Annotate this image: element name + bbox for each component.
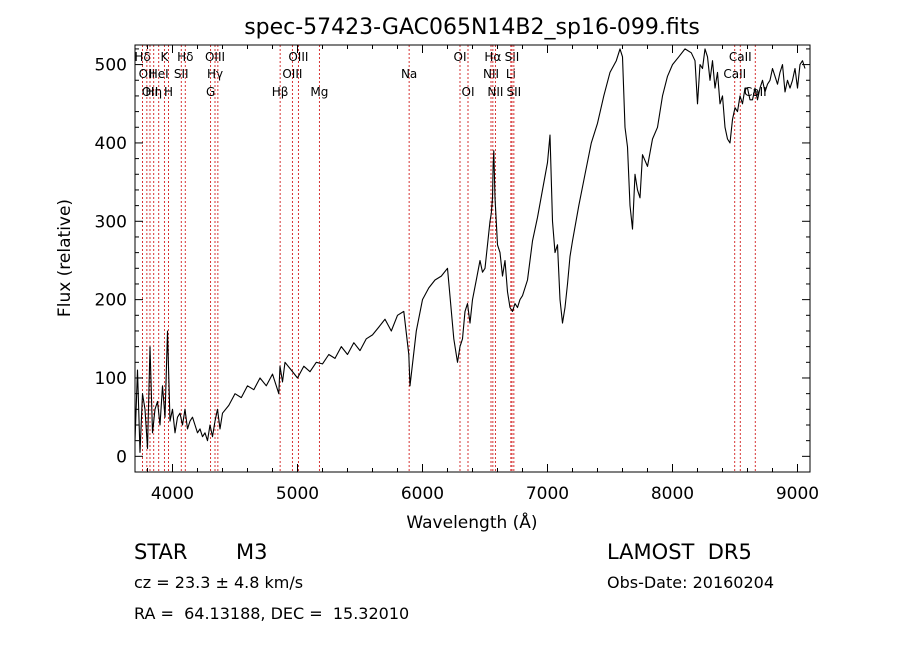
redshift-cz: cz = 23.3 ± 4.8 km/s	[134, 573, 304, 592]
line-label: OII	[142, 85, 159, 99]
line-label: CaII	[723, 67, 746, 81]
line-label: CaII	[744, 85, 767, 99]
survey-name: LAMOST DR5	[607, 540, 752, 564]
line-label: Hα	[484, 50, 501, 64]
line-label: OIII	[205, 50, 225, 64]
x-tick-label: 7000	[526, 484, 569, 504]
y-tick-label: 0	[116, 447, 127, 467]
line-label: Hγ	[207, 67, 223, 81]
x-tick-label: 6000	[401, 484, 444, 504]
y-tick-label: 300	[95, 212, 127, 232]
line-label: G	[206, 85, 215, 99]
line-label: Hδ	[134, 50, 150, 64]
x-tick-label: 9000	[776, 484, 819, 504]
plot-frame	[134, 44, 811, 473]
line-label: K	[160, 50, 169, 64]
spectral-line-markers: HδOIIOIIHηHeIKHSIIHδGOIIIHγHβOIIIOIIIMgN…	[134, 45, 767, 472]
line-label: NII	[487, 85, 503, 99]
object-subclass: M3	[236, 540, 268, 564]
y-tick-label: 200	[95, 291, 127, 311]
line-label: SII	[507, 85, 522, 99]
line-label: H	[164, 85, 173, 99]
line-label: Hβ	[272, 85, 289, 99]
line-label: Mg	[310, 85, 328, 99]
line-label: CaII	[729, 50, 752, 64]
ra-dec-coordinates: RA = 64.13188, DEC = 15.32010	[134, 604, 410, 623]
y-axis-label: Flux (relative)	[55, 199, 75, 317]
line-label: SII	[174, 67, 189, 81]
y-tick-label: 100	[95, 369, 127, 389]
observation-date: Obs-Date: 20160204	[607, 573, 775, 592]
y-axis-ticks: 0 100 200 300 400 500	[95, 48, 810, 467]
object-class: STAR	[134, 540, 188, 564]
line-label: Li	[506, 67, 516, 81]
spectrum-series	[134, 48, 806, 453]
line-label: SII	[505, 50, 520, 64]
line-label: OIII	[282, 67, 302, 81]
line-label: Hδ	[177, 50, 193, 64]
x-tick-label: 5000	[276, 484, 319, 504]
line-label: HeI	[149, 67, 169, 81]
x-tick-label: 8000	[651, 484, 694, 504]
line-label: OI	[462, 85, 475, 99]
y-tick-label: 500	[95, 56, 127, 76]
x-axis-ticks: 4000 5000 6000 7000 8000 9000	[147, 45, 819, 504]
line-label: Hη	[145, 85, 162, 99]
line-label: Na	[401, 67, 417, 81]
line-label: OII	[139, 67, 156, 81]
x-axis-label: Wavelength (Å)	[406, 511, 537, 533]
chart-title: spec-57423-GAC065N14B2_sp16-099.fits	[244, 15, 700, 40]
x-tick-label: 4000	[151, 484, 194, 504]
line-label: NII	[483, 67, 499, 81]
y-tick-label: 400	[95, 134, 127, 154]
line-label: OIII	[288, 50, 308, 64]
spectrum-line-0	[134, 48, 806, 453]
line-label: OI	[454, 50, 467, 64]
